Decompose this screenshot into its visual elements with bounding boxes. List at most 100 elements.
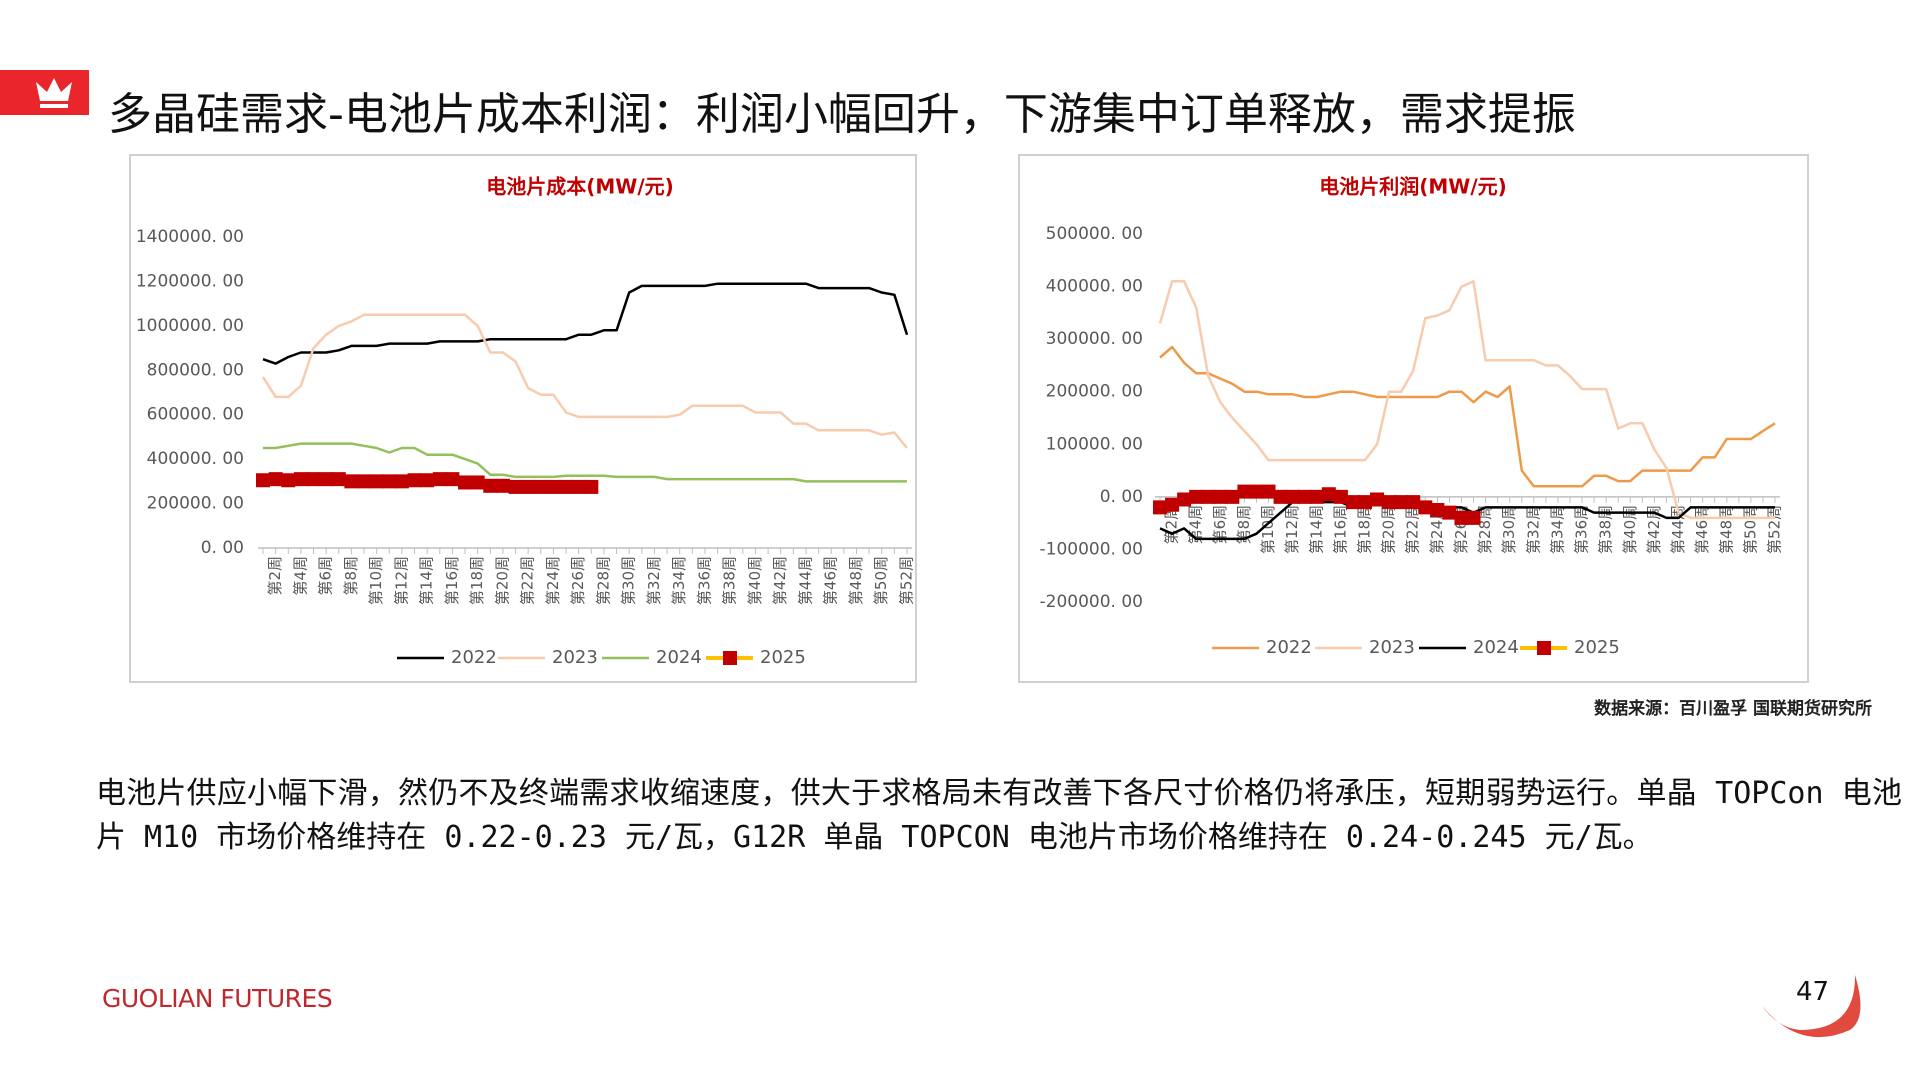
x-tick-label: 第42周 xyxy=(1645,505,1663,554)
x-tick-label: 第18周 xyxy=(468,556,486,605)
series-marker xyxy=(256,473,270,488)
series-marker xyxy=(1201,489,1216,504)
series-marker xyxy=(1370,492,1385,507)
x-tick-label: 第30周 xyxy=(620,556,638,605)
x-tick-label: 第50周 xyxy=(1741,505,1759,554)
page-number: 47 xyxy=(1796,977,1830,1007)
x-tick-label: 第44周 xyxy=(796,556,814,605)
chart-title: 电池片成本(MW/元) xyxy=(486,175,674,199)
series-marker xyxy=(382,474,397,489)
legend-marker xyxy=(1537,641,1551,655)
series-line xyxy=(263,442,907,483)
x-tick-label: 第28周 xyxy=(1476,505,1494,554)
y-tick-label: 400000. 00 xyxy=(1046,277,1143,297)
series-line xyxy=(261,313,908,449)
y-tick-label: 1400000. 00 xyxy=(136,227,244,247)
series-marker xyxy=(1321,487,1336,502)
x-tick-label: 第30周 xyxy=(1500,505,1518,554)
series-marker xyxy=(1418,500,1433,515)
x-tick-label: 第32周 xyxy=(645,556,663,605)
series-marker xyxy=(293,472,308,487)
x-tick-label: 第28周 xyxy=(594,556,612,605)
series-marker xyxy=(1213,489,1228,504)
x-tick-label: 第48周 xyxy=(1717,505,1735,554)
x-tick-label: 第20周 xyxy=(1380,505,1398,554)
series-marker xyxy=(546,479,561,494)
y-tick-label: 400000. 00 xyxy=(147,449,244,469)
x-tick-label: 第12周 xyxy=(1283,505,1301,554)
x-tick-label: 第50周 xyxy=(872,556,890,605)
x-tick-label: 第38周 xyxy=(721,556,739,605)
series-marker xyxy=(1345,495,1360,510)
x-tick-label: 第14周 xyxy=(418,556,436,605)
x-tick-label: 第2周 xyxy=(1163,505,1181,545)
series-marker xyxy=(1189,489,1204,504)
y-tick-label: 300000. 00 xyxy=(1046,329,1143,349)
source-note: 数据来源：百川盈孚 国联期货研究所 xyxy=(1594,699,1872,719)
x-tick-label: 第20周 xyxy=(493,556,511,605)
body-text: 电池片供应小幅下滑，然仍不及终端需求收缩速度，供大于求格局未有改善下各尺寸价格仍… xyxy=(96,776,1902,855)
legend-label: 2023 xyxy=(552,647,598,668)
y-tick-label: 1200000. 00 xyxy=(136,271,244,291)
series-marker xyxy=(1165,497,1180,512)
series-line xyxy=(1159,345,1776,488)
series-marker xyxy=(1237,484,1252,499)
x-tick-label: 第36周 xyxy=(695,556,713,605)
x-tick-label: 第8周 xyxy=(342,556,360,596)
series-marker xyxy=(319,472,334,487)
x-tick-label: 第38周 xyxy=(1597,505,1615,554)
series-marker xyxy=(432,472,447,487)
x-tick-label: 第6周 xyxy=(317,556,335,596)
x-tick-label: 第36周 xyxy=(1573,505,1591,554)
x-tick-label: 第22周 xyxy=(1404,505,1422,554)
series-marker xyxy=(495,478,510,493)
chart-frame xyxy=(129,154,917,683)
series-marker xyxy=(394,474,409,489)
legend-marker xyxy=(723,651,737,665)
x-tick-label: 第10周 xyxy=(367,556,385,605)
series-line xyxy=(1158,280,1775,520)
y-tick-label: 100000. 00 xyxy=(1046,434,1143,454)
x-tick-label: 第10周 xyxy=(1259,505,1277,554)
x-tick-label: 第34周 xyxy=(1548,505,1566,554)
y-tick-label: 200000. 00 xyxy=(1046,382,1143,402)
series-marker xyxy=(1297,489,1312,504)
series-marker xyxy=(1273,489,1288,504)
legend-label: 2025 xyxy=(1574,637,1620,658)
x-tick-label: 第40周 xyxy=(746,556,764,605)
chart-frame xyxy=(1018,154,1809,683)
x-tick-label: 第8周 xyxy=(1235,505,1253,545)
series-marker xyxy=(331,472,346,487)
legend-label: 2024 xyxy=(1473,637,1519,658)
series-marker xyxy=(407,473,422,488)
series-marker xyxy=(470,475,485,490)
x-tick-label: 第46周 xyxy=(822,556,840,605)
y-tick-label: 600000. 00 xyxy=(147,405,244,425)
x-tick-label: 第40周 xyxy=(1621,505,1639,554)
series-marker xyxy=(1261,484,1276,499)
series-marker xyxy=(1442,505,1457,520)
series-marker xyxy=(533,479,548,494)
series-line xyxy=(1159,500,1775,541)
legend-label: 2022 xyxy=(451,647,497,668)
series-marker xyxy=(1466,510,1481,525)
y-tick-label: 800000. 00 xyxy=(147,360,244,380)
series-marker xyxy=(369,474,384,489)
y-tick-label: 1000000. 00 xyxy=(136,316,244,336)
series-marker xyxy=(1394,495,1409,510)
series-marker xyxy=(1382,495,1397,510)
x-tick-label: 第12周 xyxy=(392,556,410,605)
series-marker xyxy=(268,472,283,487)
series-marker xyxy=(1358,495,1372,510)
series-marker xyxy=(1249,484,1264,499)
x-tick-label: 第2周 xyxy=(266,556,284,596)
series-marker xyxy=(1285,489,1300,504)
x-tick-label: 第46周 xyxy=(1693,505,1711,554)
series-marker xyxy=(508,479,523,494)
x-tick-label: 第4周 xyxy=(291,556,309,596)
y-tick-label: -200000. 00 xyxy=(1040,592,1143,612)
series-marker xyxy=(571,479,586,494)
x-tick-label: 第26周 xyxy=(569,556,587,605)
series-marker xyxy=(1333,489,1348,504)
page-swoosh xyxy=(1762,975,1861,1038)
